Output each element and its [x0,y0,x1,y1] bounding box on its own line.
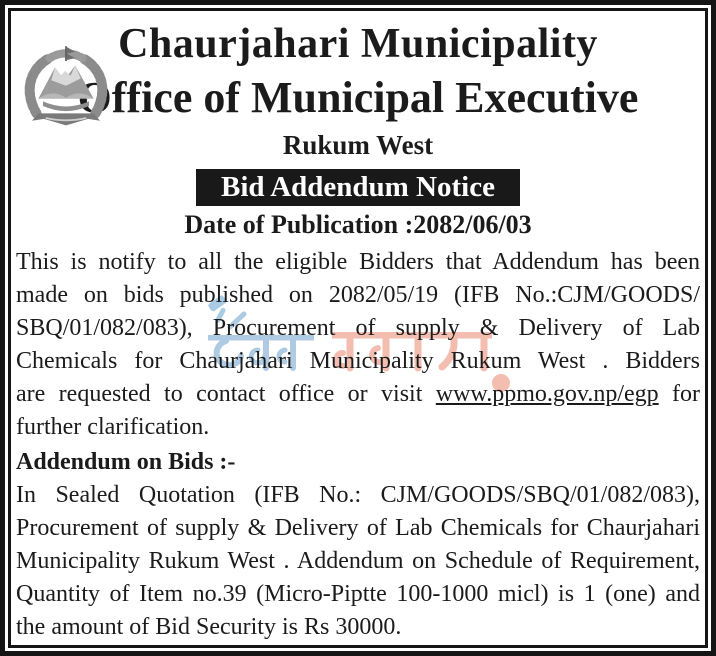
text-line: This is notify to all the eligible Bidde… [16,248,700,275]
addendum-heading: Addendum on Bids :- [16,448,236,475]
text-line: Procurement of supply & Delivery of Lab … [16,514,700,541]
ppmo-url: www.ppmo.gov.np/egp [435,380,659,407]
text-line: Municipality Rukum West . Addendum on Sc… [16,547,700,574]
notice-paragraph-2: In Sealed Quotation (IFB No.: CJM/GOODS/… [14,479,702,644]
text-line: Quantity of Item no.39 (Micro-Piptte 100… [16,580,700,607]
text-line: Chemicals for Chaurjahari Municipality R… [16,347,700,374]
district-title: Rukum West [282,130,434,161]
text-line: further clarification. [16,413,210,440]
nepal-coat-of-arms-logo [24,46,108,126]
notice-paragraph-1: This is notify to all the eligible Bidde… [14,246,702,444]
text-line: the amount of Bid Security is Rs 30000. [16,613,402,640]
notice-badge-row: Bid Addendum Notice [14,168,702,206]
text-line: are requested to contact office or visit… [16,380,701,407]
office-title: Office of Municipal Executive [77,73,639,123]
notice-badge: Bid Addendum Notice [196,168,520,206]
notice-frame: Chaurjahari Municipality Office of Munic… [8,8,708,648]
municipality-title: Chaurjahari Municipality [118,21,598,67]
text-line: In Sealed Quotation (IFB No.: CJM/GOODS/… [16,481,700,508]
publication-date: Date of Publication :2082/06/03 [184,209,532,239]
text-line: SBQ/01/082/083), Procurement of supply &… [16,314,700,341]
text-line: made on bids published on 2082/05/19 (IF… [16,281,700,308]
